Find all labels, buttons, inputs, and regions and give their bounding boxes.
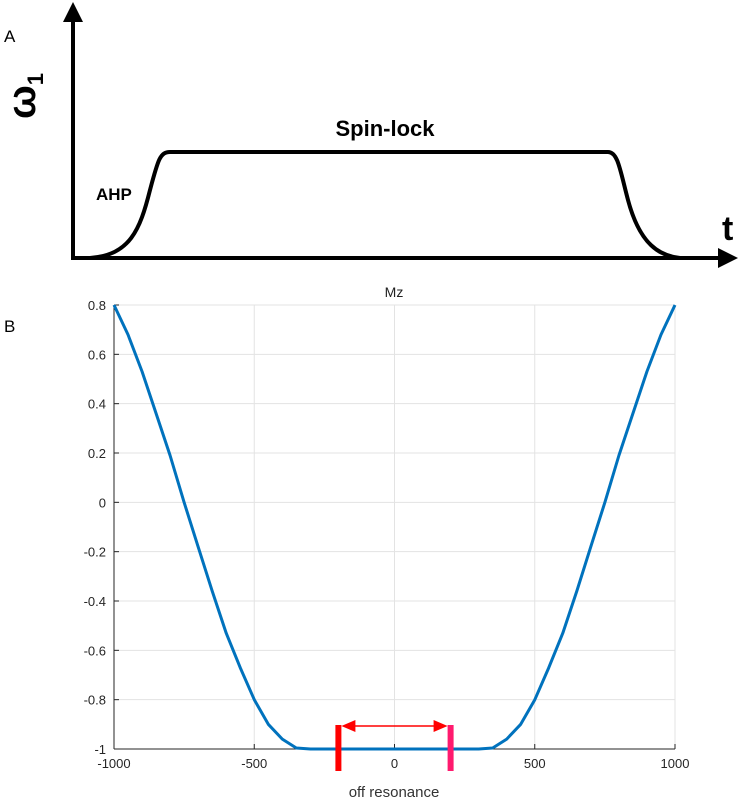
y-tick-label: -1	[94, 742, 106, 757]
panel-b-label: B	[4, 317, 15, 336]
panel-a-label: A	[4, 27, 16, 46]
ahp-label: AHP	[96, 185, 132, 204]
y-axis-arrowhead	[63, 2, 83, 22]
y-tick-label: -0.2	[84, 545, 106, 560]
x-axis-label: t	[722, 210, 733, 248]
y-tick-label: -0.4	[84, 594, 106, 609]
mz-series-line	[112, 304, 677, 751]
y-tick-label: -0.6	[84, 643, 106, 658]
y-axis-label: ω1	[0, 73, 48, 119]
x-tick-label: 0	[391, 756, 398, 771]
x-tick-label: -500	[241, 756, 267, 771]
y-tick-label: 0.6	[88, 347, 106, 362]
y-tick-label: 0.4	[88, 397, 106, 412]
y-tick-label: -0.8	[84, 693, 106, 708]
range-arrow-left-head	[341, 720, 356, 732]
spin-lock-label: Spin-lock	[335, 116, 435, 141]
x-tick-label: 1000	[661, 756, 690, 771]
y-tick-label: 0	[99, 495, 106, 510]
range-arrow-right-head	[433, 720, 448, 732]
mz-chart: -1000 -500 0 500 1000 0.8 0.6 0.4 0.2 0 -0.2 -0.4 -0…	[84, 284, 690, 801]
pulse-envelope	[89, 150, 681, 260]
y-tick-label: 0.2	[88, 446, 106, 461]
x-tick-label: -1000	[97, 756, 130, 771]
x-axis-arrowhead	[718, 248, 738, 268]
x-axis-label: off resonance	[349, 784, 440, 801]
chart-title: Mz	[385, 284, 404, 300]
x-tick-label: 500	[524, 756, 546, 771]
y-tick-label: 0.8	[88, 298, 106, 313]
panel-a-pulse-diagram: ω1 t Spin-lock AHP	[0, 2, 738, 268]
